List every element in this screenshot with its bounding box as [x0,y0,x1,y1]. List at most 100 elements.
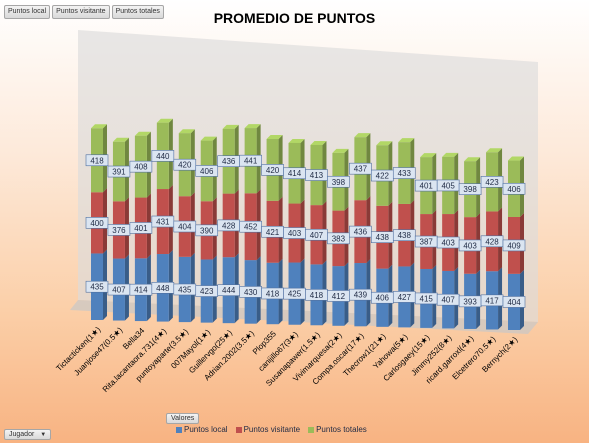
bar-top-totales-12 [354,133,371,138]
filter-area: Jugador ▼ [4,423,52,441]
data-label-visitante-7: 452 [244,223,258,232]
data-label-box-visitante-0 [85,217,109,229]
data-label-totales-12: 437 [354,165,368,174]
legend-swatch-totales [308,426,315,433]
data-label-totales-4: 420 [178,161,192,170]
bar-top-totales-9 [288,138,305,143]
data-label-totales-17: 398 [463,185,477,194]
data-label-box-totales-2 [129,160,153,173]
data-label-box-totales-18 [480,176,504,188]
chart-title: PROMEDIO DE PUNTOS [213,10,376,26]
data-label-local-2: 414 [134,286,148,295]
data-label-box-totales-4 [173,158,197,171]
data-label-totales-16: 405 [441,181,455,190]
data-label-visitante-8: 421 [266,228,280,237]
data-label-box-totales-19 [502,182,526,195]
data-label-box-visitante-19 [502,239,526,252]
legend-item-local: Puntos local [176,425,228,434]
data-label-box-visitante-14 [392,229,416,241]
data-label-visitante-0: 400 [90,219,104,228]
bar-top-totales-19 [508,156,524,161]
legend-item-visitante: Puntos visitante [235,425,301,434]
bar-top-totales-8 [266,135,283,140]
data-label-box-visitante-2 [129,222,153,234]
jugador-filter-label: Jugador [9,431,35,438]
data-label-box-totales-17 [458,183,482,195]
data-label-totales-15: 401 [420,182,434,191]
data-label-visitante-5: 390 [200,226,214,235]
jugador-filter-dropdown[interactable]: Jugador ▼ [4,429,52,440]
data-label-local-9: 425 [288,290,302,299]
legend-label-visitante: Puntos visitante [243,425,301,434]
data-label-local-11: 412 [332,292,346,301]
bar-top-totales-0 [91,124,107,129]
bar-top-totales-18 [486,148,503,153]
data-label-local-0: 435 [90,283,104,292]
bar-top-totales-7 [244,124,261,129]
data-label-totales-13: 422 [376,172,390,181]
data-label-totales-14: 433 [398,169,412,178]
bar-top-totales-6 [222,124,239,129]
data-label-box-local-19 [502,296,526,308]
data-label-totales-5: 406 [200,167,214,176]
legend-label-local: Puntos local [184,425,228,434]
bar-top-totales-10 [310,140,327,145]
data-label-visitante-13: 438 [376,233,390,242]
data-label-visitante-9: 403 [288,229,302,238]
data-label-totales-11: 398 [332,178,346,187]
legend-item-totales: Puntos totales [308,425,367,434]
bar-top-totales-14 [398,138,415,143]
data-label-visitante-16: 403 [441,238,455,247]
legend-swatch-visitante [235,426,242,433]
legend: Puntos local Puntos visitante Puntos tot… [176,425,367,434]
data-label-box-totales-0 [85,154,109,167]
data-label-visitante-1: 376 [112,226,126,235]
data-label-totales-9: 414 [288,169,302,178]
field-button-puntos-visitante[interactable]: Puntos visitante [52,5,110,19]
data-label-box-totales-10 [305,169,328,181]
data-label-totales-10: 413 [310,171,324,180]
legend-swatch-local [176,426,182,433]
data-label-totales-18: 423 [485,178,499,187]
data-label-visitante-12: 436 [354,228,368,237]
bar-top-totales-5 [200,136,217,141]
data-label-visitante-15: 387 [420,238,434,247]
data-label-visitante-4: 404 [178,223,192,232]
data-label-local-5: 423 [200,287,214,296]
data-label-visitante-19: 409 [507,241,521,250]
bar-top-totales-17 [464,157,481,162]
data-label-local-19: 404 [507,298,521,307]
data-label-local-12: 439 [354,291,368,300]
bar-top-totales-16 [442,152,459,157]
data-label-local-15: 415 [420,294,434,303]
data-label-local-8: 418 [266,289,280,298]
data-label-totales-19: 406 [507,185,521,194]
data-label-box-totales-3 [151,150,175,162]
data-label-visitante-14: 438 [398,231,412,240]
data-label-local-1: 407 [112,286,126,295]
bar-top-totales-11 [332,148,349,153]
data-label-box-totales-12 [349,162,372,175]
field-buttons: Puntos local Puntos visitante Puntos tot… [4,5,164,19]
data-label-box-totales-11 [327,175,350,188]
values-field-button[interactable]: Valores [166,413,200,424]
data-label-visitante-10: 407 [310,231,324,240]
data-label-local-14: 427 [398,293,412,302]
field-button-puntos-local[interactable]: Puntos local [4,5,51,19]
data-label-totales-0: 418 [90,156,104,165]
data-label-local-3: 448 [156,284,170,293]
data-label-local-18: 417 [485,296,499,305]
bar-top-totales-2 [134,131,151,136]
data-label-local-10: 418 [310,291,324,300]
dropdown-arrow-icon: ▼ [40,431,47,438]
bar-top-totales-3 [156,118,173,123]
bar-top-totales-4 [178,129,195,134]
bar-top-totales-1 [112,137,129,142]
data-label-visitante-17: 403 [463,241,477,250]
field-button-puntos-totales[interactable]: Puntos totales [111,5,164,19]
data-label-box-visitante-11 [327,232,350,245]
data-label-totales-2: 408 [134,163,148,172]
data-label-visitante-11: 383 [332,234,346,243]
data-label-local-7: 430 [244,288,258,297]
